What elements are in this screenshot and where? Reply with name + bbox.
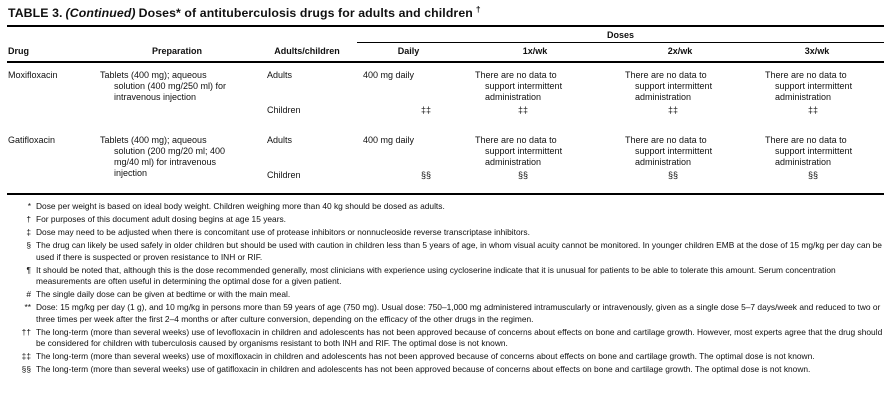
footnote-symbol: **: [24, 302, 31, 312]
footnote: ‡‡ The long-term (more than several weeks…: [7, 351, 884, 363]
children-weekly-marker: §§: [750, 169, 884, 194]
preparation-text: Tablets (400 mg); aqueous solution (400 …: [100, 70, 227, 102]
children-weekly-marker: ‡‡: [750, 104, 884, 128]
footnote-text: The long-term (more than several weeks) …: [36, 364, 811, 374]
footnote: †† The long-term (more than several weeks…: [7, 327, 884, 350]
footnote-marker: §§: [808, 170, 819, 180]
table-row-children: Children ‡‡ ‡‡ ‡‡ ‡‡: [7, 104, 884, 128]
footnote-symbol: §§: [21, 364, 31, 374]
footnote: ** Dose: 15 mg/kg per day (1 g), and 10 m…: [7, 302, 884, 325]
footnote: † For purposes of this document adult dos…: [7, 214, 884, 226]
doses-table: Doses Drug Preparation Adults/children D…: [7, 27, 885, 195]
children-daily-marker: ‡‡: [421, 105, 432, 115]
no-data-text: There are no data to support intermitten…: [765, 70, 853, 102]
no-data-text: There are no data to support intermitten…: [475, 135, 563, 167]
title-footnote-marker: †: [475, 3, 481, 14]
footnote-marker: §§: [518, 170, 529, 180]
group-header-row: Doses: [7, 27, 885, 43]
footnote-symbol: ‡‡: [21, 351, 31, 361]
col-header-2xwk: 2x/wk: [610, 42, 751, 63]
no-data-text: There are no data to support intermitten…: [765, 135, 853, 167]
group-header-spacer: [7, 27, 357, 43]
table-row-children: Children §§ §§ §§ §§: [7, 169, 884, 194]
footnote-marker: §§: [668, 170, 679, 180]
footnote-marker: ‡‡: [808, 105, 819, 115]
footnote-symbol: ¶: [26, 264, 32, 275]
children-weekly-marker: ‡‡: [460, 104, 610, 128]
footnote-text: Dose: 15 mg/kg per day (1 g), and 10 mg/…: [36, 302, 881, 324]
children-label: Children: [267, 170, 301, 180]
column-header-row: Drug Preparation Adults/children Daily 1…: [7, 42, 885, 63]
table-row: Gatifloxacin Tablets (400 mg); aqueous s…: [7, 128, 884, 178]
footnote-symbol: *: [27, 201, 31, 211]
daily-dose: 400 mg daily: [363, 70, 415, 80]
footnote-symbol: ††: [21, 326, 31, 337]
col-header-1xwk: 1x/wk: [460, 42, 611, 63]
no-data-cell: There are no data to support intermitten…: [750, 128, 884, 169]
daily-dose: 400 mg daily: [363, 135, 415, 145]
footnote: # The single daily dose can be given at b…: [7, 289, 884, 301]
children-weekly-marker: ‡‡: [610, 104, 750, 128]
children-weekly-marker: §§: [460, 169, 610, 194]
preparation-text: Tablets (400 mg); aqueous solution (200 …: [100, 135, 226, 178]
no-data-cell: There are no data to support intermitten…: [610, 128, 750, 169]
footnote-marker: ‡‡: [518, 105, 529, 115]
preparation: Tablets (400 mg); aqueous solution (400 …: [97, 62, 257, 128]
footnote-marker: ‡‡: [668, 105, 679, 115]
col-header-drug: Drug: [7, 42, 97, 63]
doses-group-header: Doses: [357, 27, 885, 43]
no-data-text: There are no data to support intermitten…: [625, 70, 713, 102]
no-data-cell: There are no data to support intermitten…: [610, 62, 750, 104]
table-title: TABLE 3. (Continued) Doses* of antitubercu…: [7, 4, 884, 27]
footnote-text: The long-term (more than several weeks) …: [36, 326, 883, 349]
footnotes: * Dose per weight is based on ideal body …: [7, 195, 884, 376]
col-header-adults-children: Adults/children: [257, 42, 358, 63]
col-header-3xwk: 3x/wk: [750, 42, 885, 63]
footnote-symbol: §: [26, 240, 31, 250]
drug-name: Moxifloxacin: [8, 70, 58, 80]
adults-label: Adults: [267, 70, 293, 80]
children-label: Children: [267, 105, 301, 115]
footnote-text: The single daily dose can be given at be…: [36, 289, 291, 299]
drug-name: Gatifloxacin: [8, 135, 56, 145]
no-data-cell: There are no data to support intermitten…: [460, 128, 610, 169]
footnote: ¶ It should be noted that, although this …: [7, 265, 884, 288]
footnote-text: For purposes of this document adult dosi…: [36, 214, 287, 224]
footnote-symbol: #: [26, 289, 31, 299]
footnote: * Dose per weight is based on ideal body …: [7, 201, 884, 213]
footnote-text: The drug can likely be used safely in ol…: [36, 240, 882, 262]
no-data-cell: There are no data to support intermitten…: [460, 62, 610, 104]
footnote-text: Dose may need to be adjusted when there …: [36, 227, 530, 237]
adults-label: Adults: [267, 135, 293, 145]
preparation: Tablets (400 mg); aqueous solution (200 …: [97, 128, 257, 194]
col-header-preparation: Preparation: [97, 42, 257, 63]
table-continued: (Continued): [65, 6, 136, 20]
footnote: §§ The long-term (more than several weeks…: [7, 364, 884, 376]
footnote-text: It should be noted that, although this i…: [36, 264, 836, 287]
footnote-text: The long-term (more than several weeks) …: [36, 351, 815, 361]
no-data-cell: There are no data to support intermitten…: [750, 62, 884, 104]
no-data-text: There are no data to support intermitten…: [475, 70, 563, 102]
col-header-daily: Daily: [357, 42, 461, 63]
children-weekly-marker: §§: [610, 169, 750, 194]
table-row: Moxifloxacin Tablets (400 mg); aqueous s…: [7, 62, 884, 104]
table-number: TABLE 3.: [8, 6, 63, 20]
footnote: § The drug can likely be used safely in o…: [7, 240, 884, 263]
children-daily-marker: §§: [421, 170, 432, 180]
footnote: ‡ Dose may need to be adjusted when there…: [7, 227, 884, 239]
no-data-text: There are no data to support intermitten…: [625, 135, 713, 167]
footnote-text: Dose per weight is based on ideal body w…: [36, 201, 445, 211]
footnote-symbol: ‡: [26, 227, 31, 237]
table-title-text: Doses* of antituberculosis drugs for adu…: [138, 6, 473, 20]
footnote-symbol: †: [26, 214, 31, 224]
